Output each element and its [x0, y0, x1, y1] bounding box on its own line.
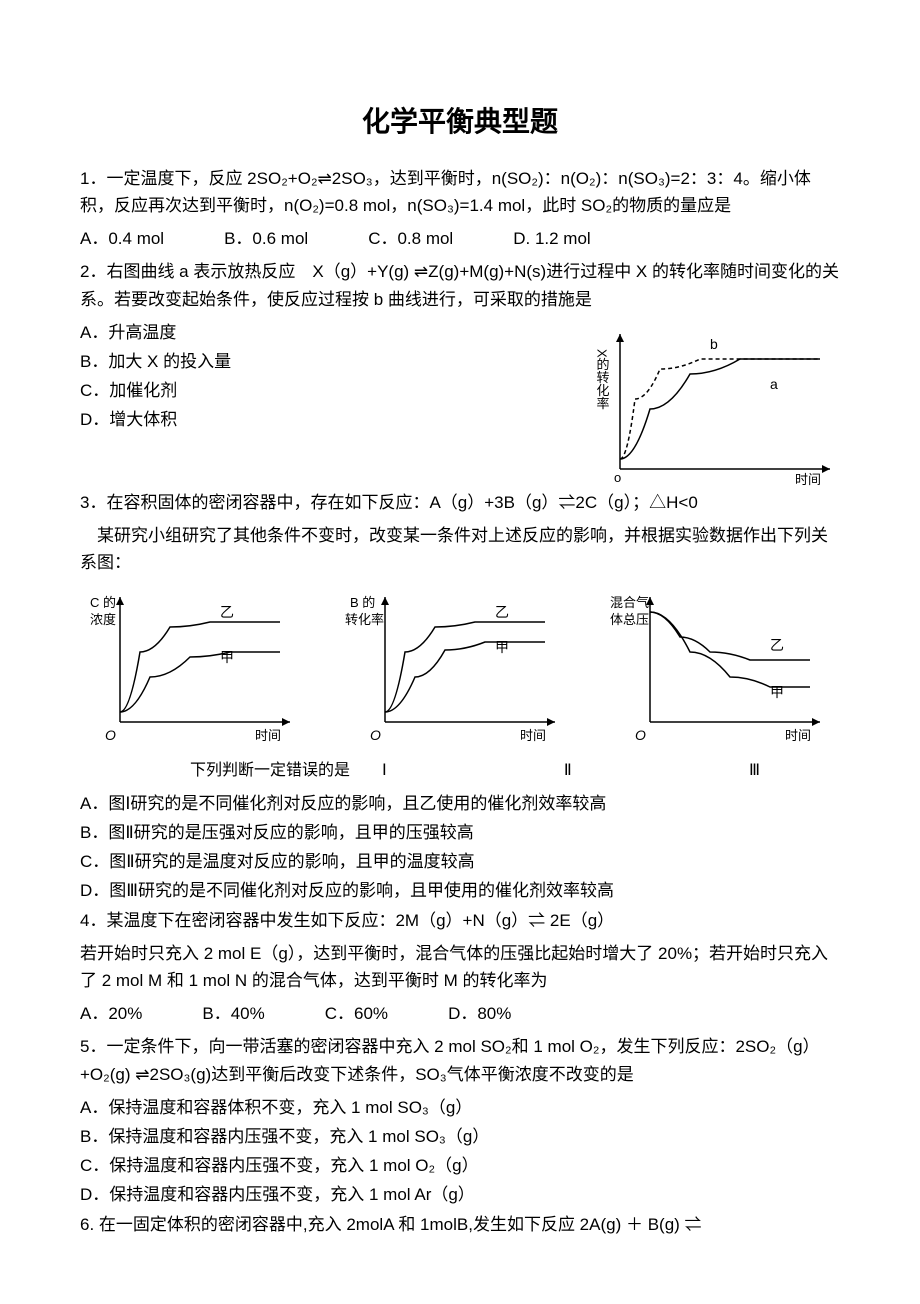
q3-opt-b: B．图Ⅱ研究的是压强对反应的影响，且甲的压强较高 — [80, 819, 840, 846]
q1-opt-d: D. 1.2 mol — [513, 225, 590, 252]
q3-opt-a: A．图Ⅰ研究的是不同催化剂对反应的影响，且乙使用的催化剂效率较高 — [80, 790, 840, 817]
q3-graph-labels: 下列判断一定错误的是 Ⅰ Ⅱ Ⅲ — [80, 758, 840, 784]
question-6-text: 6. 在一固定体积的密闭容器中,充入 2molA 和 1molB,发生如下反应 … — [80, 1211, 840, 1238]
page-title: 化学平衡典型题 — [80, 100, 840, 145]
svg-text:甲: 甲 — [770, 684, 784, 700]
q5-opt-b: B．保持温度和容器内压强不变，充入 1 mol SO₃（g） — [80, 1123, 840, 1150]
q2-opt-a: A．升高温度 — [80, 319, 560, 346]
svg-text:转化率: 转化率 — [345, 612, 384, 627]
q2-opt-d: D．增大体积 — [80, 406, 560, 433]
q3-label-3: Ⅲ — [749, 758, 760, 784]
q5-opt-d: D．保持温度和容器内压强不变，充入 1 mol Ar（g） — [80, 1181, 840, 1208]
q5-opt-a: A．保持温度和容器体积不变，充入 1 mol SO₃（g） — [80, 1094, 840, 1121]
q3-label-1-judge: 下列判断一定错误的是 Ⅰ — [190, 758, 387, 784]
question-5-text: 5．一定条件下，向一带活塞的密闭容器中充入 2 mol SO₂和 1 mol O… — [80, 1033, 840, 1087]
svg-text:a: a — [770, 376, 778, 392]
question-2-row: A．升高温度 B．加大 X 的投入量 C．加催化剂 D．增大体积 X的转化率 时… — [80, 319, 840, 489]
svg-text:B 的: B 的 — [350, 595, 375, 610]
svg-text:混合气: 混合气 — [610, 595, 649, 610]
q3-graphs-row: C 的 浓度 时间 O 乙 甲 B 的 转化率 时间 O 乙 甲 混合气 体总压… — [80, 582, 840, 752]
question-3-text: 3．在容积固体的密闭容器中，存在如下反应：A（g）+3B（g）⇌2C（g）；△H… — [80, 489, 840, 516]
q5-opt-c: C．保持温度和容器内压强不变，充入 1 mol O₂（g） — [80, 1152, 840, 1179]
svg-text:时间: 时间 — [795, 472, 821, 487]
q3-opt-d: D．图Ⅲ研究的是不同催化剂对反应的影响，且甲使用的催化剂效率较高 — [80, 877, 840, 904]
question-4-text2: 若开始时只充入 2 mol E（g），达到平衡时，混合气体的压强比起始时增大了 … — [80, 940, 840, 994]
svg-text:乙: 乙 — [495, 604, 509, 620]
question-2-text: 2．右图曲线 a 表示放热反应 X（g）+Y(g) ⇌Z(g)+M(g)+N(s… — [80, 258, 840, 312]
svg-text:O: O — [105, 727, 116, 743]
q3-graph-1: C 的 浓度 时间 O 乙 甲 — [80, 582, 310, 752]
q1-opt-a: A．0.4 mol — [80, 225, 164, 252]
svg-text:X的转化率: X的转化率 — [595, 349, 610, 410]
q3-graph-2: B 的 转化率 时间 O 乙 甲 — [345, 582, 575, 752]
question-1: 1．一定温度下，反应 2SO₂+O₂⇌2SO₃，达到平衡时，n(SO₂)：n(O… — [80, 165, 840, 219]
q1-options: A．0.4 mol B．0.6 mol C．0.8 mol D. 1.2 mol — [80, 225, 840, 252]
q3-opt-c: C．图Ⅱ研究的是温度对反应的影响，且甲的温度较高 — [80, 848, 840, 875]
question-3-text2: 某研究小组研究了其他条件不变时，改变某一条件对上述反应的影响，并根据实验数据作出… — [80, 522, 840, 576]
q3-graph-3: 混合气 体总压 时间 O 乙 甲 — [610, 582, 840, 752]
q4-opt-c: C．60% — [325, 1000, 388, 1027]
svg-text:乙: 乙 — [220, 604, 234, 620]
q4-options: A．20% B．40% C．60% D．80% — [80, 1000, 840, 1027]
svg-text:时间: 时间 — [520, 728, 546, 743]
svg-text:O: O — [370, 727, 381, 743]
q1-opt-c: C．0.8 mol — [368, 225, 453, 252]
svg-text:b: b — [710, 336, 718, 352]
svg-text:乙: 乙 — [770, 637, 784, 653]
q3-label-2: Ⅱ — [564, 758, 572, 784]
q4-opt-b: B．40% — [202, 1000, 264, 1027]
svg-text:甲: 甲 — [220, 649, 234, 665]
svg-text:o: o — [614, 470, 621, 485]
q1-opt-b: B．0.6 mol — [224, 225, 308, 252]
svg-text:C 的: C 的 — [90, 595, 116, 610]
q2-opt-b: B．加大 X 的投入量 — [80, 348, 560, 375]
svg-text:甲: 甲 — [495, 639, 509, 655]
svg-text:时间: 时间 — [255, 728, 281, 743]
q2-opt-c: C．加催化剂 — [80, 377, 560, 404]
svg-text:O: O — [635, 727, 646, 743]
svg-text:时间: 时间 — [785, 728, 811, 743]
q2-graph: X的转化率 时间 a b o — [580, 319, 840, 489]
svg-text:体总压: 体总压 — [610, 612, 649, 627]
question-4-text: 4．某温度下在密闭容器中发生如下反应：2M（g）+N（g）⇌ 2E（g） — [80, 907, 840, 934]
q4-opt-a: A．20% — [80, 1000, 142, 1027]
q4-opt-d: D．80% — [448, 1000, 511, 1027]
svg-text:浓度: 浓度 — [90, 612, 116, 627]
q2-options: A．升高温度 B．加大 X 的投入量 C．加催化剂 D．增大体积 — [80, 319, 560, 436]
